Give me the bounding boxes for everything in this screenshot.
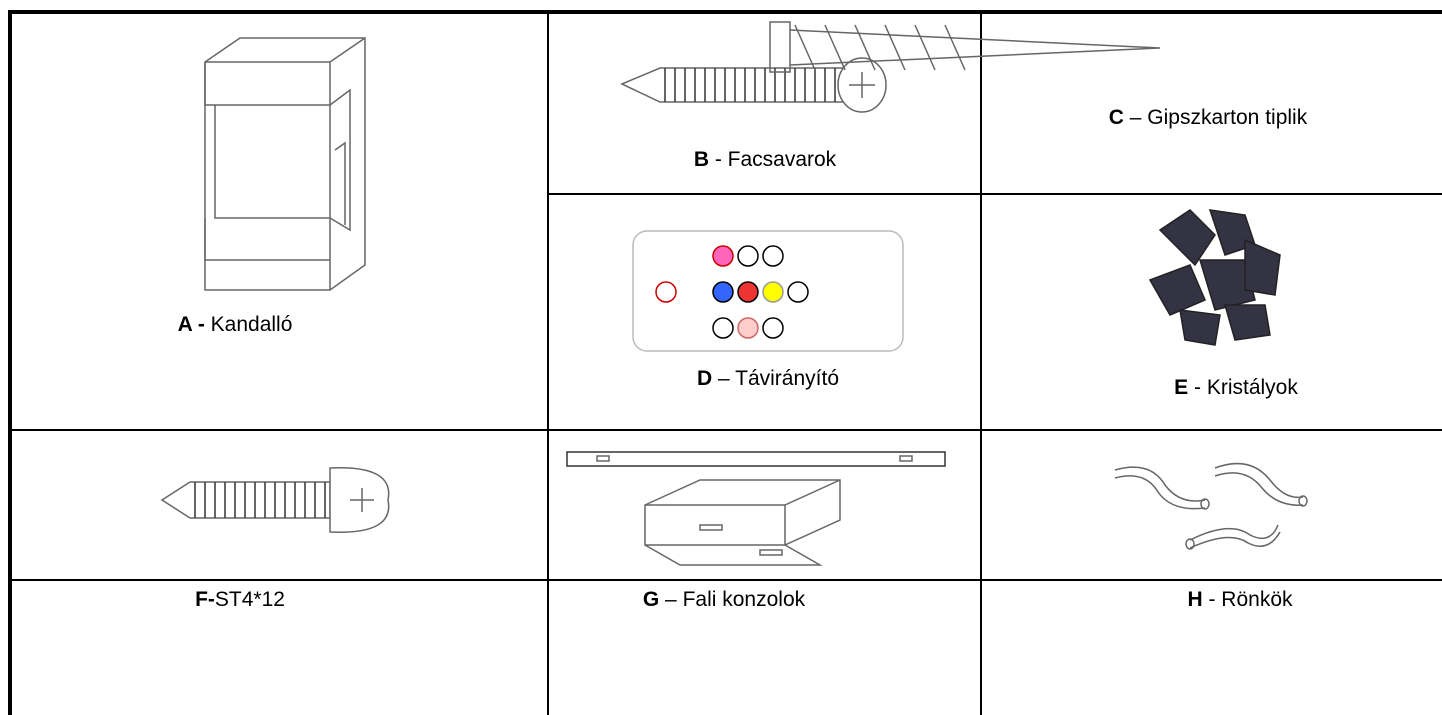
item-name: - Rönkök xyxy=(1202,588,1293,611)
border-top xyxy=(8,10,1442,14)
item-name: – Távirányító xyxy=(712,367,840,390)
screw-drawing xyxy=(160,467,390,533)
item-label: H - Rönkök xyxy=(1187,588,1292,612)
border-left xyxy=(8,10,12,715)
item-letter: G xyxy=(642,588,660,611)
item-letter: E xyxy=(1174,376,1189,399)
item-name: Kandalló xyxy=(204,313,293,336)
item-label: C – Gipszkarton tiplik xyxy=(1109,106,1307,130)
item-letter: D xyxy=(696,367,713,390)
row-line xyxy=(10,429,1442,431)
item-name: - Facsavarok xyxy=(708,148,837,171)
item-label: F-ST4*12 xyxy=(195,588,285,612)
item-label: E - Kristályok xyxy=(1174,376,1298,400)
item-letter: A - xyxy=(177,313,205,336)
item-label: D – Távirányító xyxy=(697,367,839,391)
item-letter: F- xyxy=(195,588,215,611)
item-label: A - Kandalló xyxy=(178,313,293,337)
item-letter: H xyxy=(1187,588,1203,611)
item-name: ST4*12 xyxy=(214,588,285,611)
crystals-drawing xyxy=(1148,209,1281,346)
item-name: – Fali konzolok xyxy=(659,588,806,611)
logs-drawing xyxy=(1114,462,1308,550)
item-name: – Gipszkarton tiplik xyxy=(1123,106,1308,129)
remote-drawing xyxy=(632,230,904,352)
item-label: G – Fali konzolok xyxy=(643,588,805,612)
col-line xyxy=(980,12,982,715)
bracket-drawing xyxy=(566,451,946,566)
item-letter: B xyxy=(693,148,709,171)
item-name: - Kristályok xyxy=(1188,376,1298,399)
row-line xyxy=(548,193,1442,195)
col-line xyxy=(547,12,549,715)
row-line xyxy=(10,579,1442,581)
item-label: B - Facsavarok xyxy=(694,148,836,172)
anchor-drawing xyxy=(769,21,1161,73)
screw-drawing xyxy=(620,57,887,113)
item-letter: C xyxy=(1108,106,1124,129)
fireplace-drawing xyxy=(204,37,366,291)
